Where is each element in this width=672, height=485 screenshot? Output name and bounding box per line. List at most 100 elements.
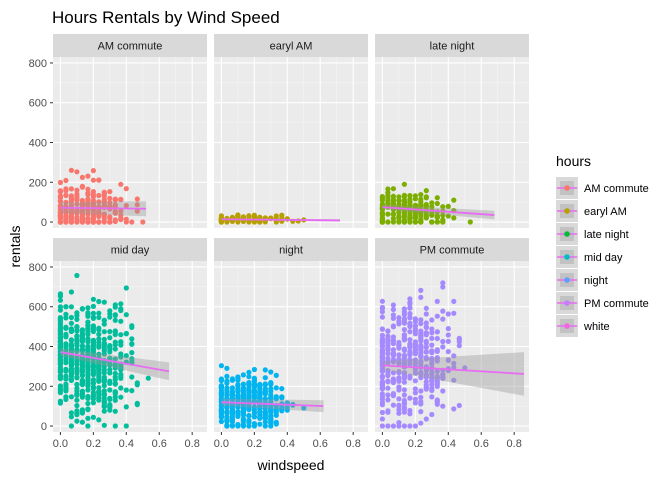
panel-pm-commute-point xyxy=(379,338,385,344)
panel-pm-commute-point xyxy=(407,343,413,349)
panel-pm-commute-point xyxy=(418,321,424,327)
panel-mid-day-point xyxy=(74,385,80,392)
panel-am-commute-point xyxy=(96,219,102,225)
panel-late-night-point xyxy=(429,200,435,206)
panel-am-commute-point xyxy=(63,192,69,199)
panel-am-commute-strip xyxy=(53,34,207,57)
panel-pm-commute-point xyxy=(396,342,402,348)
panel-am-commute-point xyxy=(140,219,146,225)
panel-mid-day-point xyxy=(107,314,113,320)
panel-mid-day-point xyxy=(79,378,85,384)
panel-late-night-point xyxy=(418,199,424,205)
panel-night-point xyxy=(235,410,241,416)
panel-mid-day-point xyxy=(123,353,129,359)
panel-mid-day-point xyxy=(68,369,74,375)
panel-mid-day-point xyxy=(107,387,113,393)
panel-night-point xyxy=(224,365,230,371)
panel-night-point xyxy=(251,421,257,427)
panel-pm-commute-point xyxy=(429,317,435,323)
panel-am-commute-point xyxy=(63,186,69,192)
panel-night-point xyxy=(218,396,224,403)
panel-pm-commute-point xyxy=(423,349,429,355)
panel-pm-commute-point xyxy=(440,375,446,381)
panel-late-night-point xyxy=(445,203,451,209)
panel-pm-commute-point xyxy=(379,368,385,374)
panel-pm-commute-point xyxy=(451,298,457,304)
panel-night-point xyxy=(268,408,274,414)
panel-mid-day-point xyxy=(101,367,107,373)
panel-pm-commute-point xyxy=(418,330,424,336)
panel-mid-day-point xyxy=(68,358,74,364)
panel-mid-day-point xyxy=(101,422,107,428)
legend-key-point xyxy=(564,300,570,306)
panel-mid-day-point xyxy=(101,392,107,398)
panel-pm-commute-point xyxy=(407,299,413,305)
panel-night-point xyxy=(224,373,230,379)
x-tick-label: 0.4 xyxy=(119,438,134,450)
panel-pm-commute-point xyxy=(379,399,385,405)
panel-mid-day-point xyxy=(96,372,102,379)
panel-mid-day-point xyxy=(134,380,140,386)
panel-earyl-am-fit-line xyxy=(221,218,341,222)
x-axis-label: windspeed xyxy=(257,457,325,473)
panel-late-night-point xyxy=(423,188,429,194)
panel-am-commute-strip-label: AM commute xyxy=(98,41,163,53)
panel-pm-commute-point xyxy=(407,337,413,343)
panel-pm-commute-point xyxy=(385,378,391,384)
panel-am-commute-point xyxy=(68,216,74,222)
panel-pm-commute-point xyxy=(429,394,435,400)
panel-late-night-point xyxy=(390,211,396,217)
panel-late-night-point xyxy=(407,215,413,222)
panel-am-commute-point xyxy=(57,202,64,208)
panel-mid-day-point xyxy=(118,318,124,324)
panel-pm-commute-point xyxy=(440,403,446,409)
panel-night-point xyxy=(273,419,279,425)
panel-mid-day-point xyxy=(63,331,69,337)
panel-am-commute-point xyxy=(68,167,74,173)
panel-night-points xyxy=(218,363,307,429)
y-tick-label: 800 xyxy=(29,262,47,274)
panel-pm-commute-point xyxy=(429,411,435,418)
panel-mid-day-point xyxy=(90,296,96,302)
panel-pm-commute-point xyxy=(407,305,413,311)
panel-late-night-point xyxy=(467,219,473,225)
panel-mid-day-point xyxy=(57,344,64,350)
panel-am-commute-point xyxy=(90,189,96,195)
panel-night-confidence-band xyxy=(221,398,324,413)
panel-late-night-point xyxy=(390,215,396,222)
panel-mid-day-point xyxy=(112,363,118,369)
panel-earyl-am-point xyxy=(251,219,257,225)
panel-pm-commute-point xyxy=(390,402,396,408)
y-tick-label: 0 xyxy=(41,217,47,229)
panel-pm-commute-point xyxy=(379,349,385,355)
panel-night-point xyxy=(224,418,230,425)
y-tick-label: 600 xyxy=(29,98,47,110)
panel-am-commute-point xyxy=(57,198,64,204)
panel-pm-commute-point xyxy=(418,375,424,381)
panel-pm-commute-point xyxy=(385,372,391,378)
panel-late-night-point xyxy=(418,219,424,225)
panel-pm-commute-point xyxy=(451,406,457,412)
panel-mid-day-point xyxy=(112,370,118,377)
panel-pm-commute-point xyxy=(401,336,407,342)
panel-pm-commute-confidence-band xyxy=(382,352,525,396)
panel-mid-day-point xyxy=(74,375,80,381)
panel-mid-day-point xyxy=(85,364,91,370)
panel-pm-commute-point xyxy=(379,386,385,392)
panel-late-night-strip xyxy=(375,34,529,57)
panel-mid-day-point xyxy=(145,375,151,381)
panel-pm-commute-point xyxy=(396,407,402,413)
panel-pm-commute-point xyxy=(396,403,402,409)
panel-night-point xyxy=(235,382,241,388)
panel-mid-day-point xyxy=(74,324,80,330)
panel-pm-commute-point xyxy=(440,316,446,322)
panel-late-night-point xyxy=(429,212,435,218)
panel-mid-day-point xyxy=(79,408,85,414)
panel-pm-commute-point xyxy=(434,313,440,319)
panel-pm-commute-point xyxy=(440,308,446,314)
panel-night-point xyxy=(246,413,252,419)
panel-am-commute-point xyxy=(74,196,80,202)
panel-pm-commute-point xyxy=(429,326,435,332)
panel-pm-commute-point xyxy=(379,342,385,348)
panel-pm-commute-point xyxy=(423,344,429,350)
